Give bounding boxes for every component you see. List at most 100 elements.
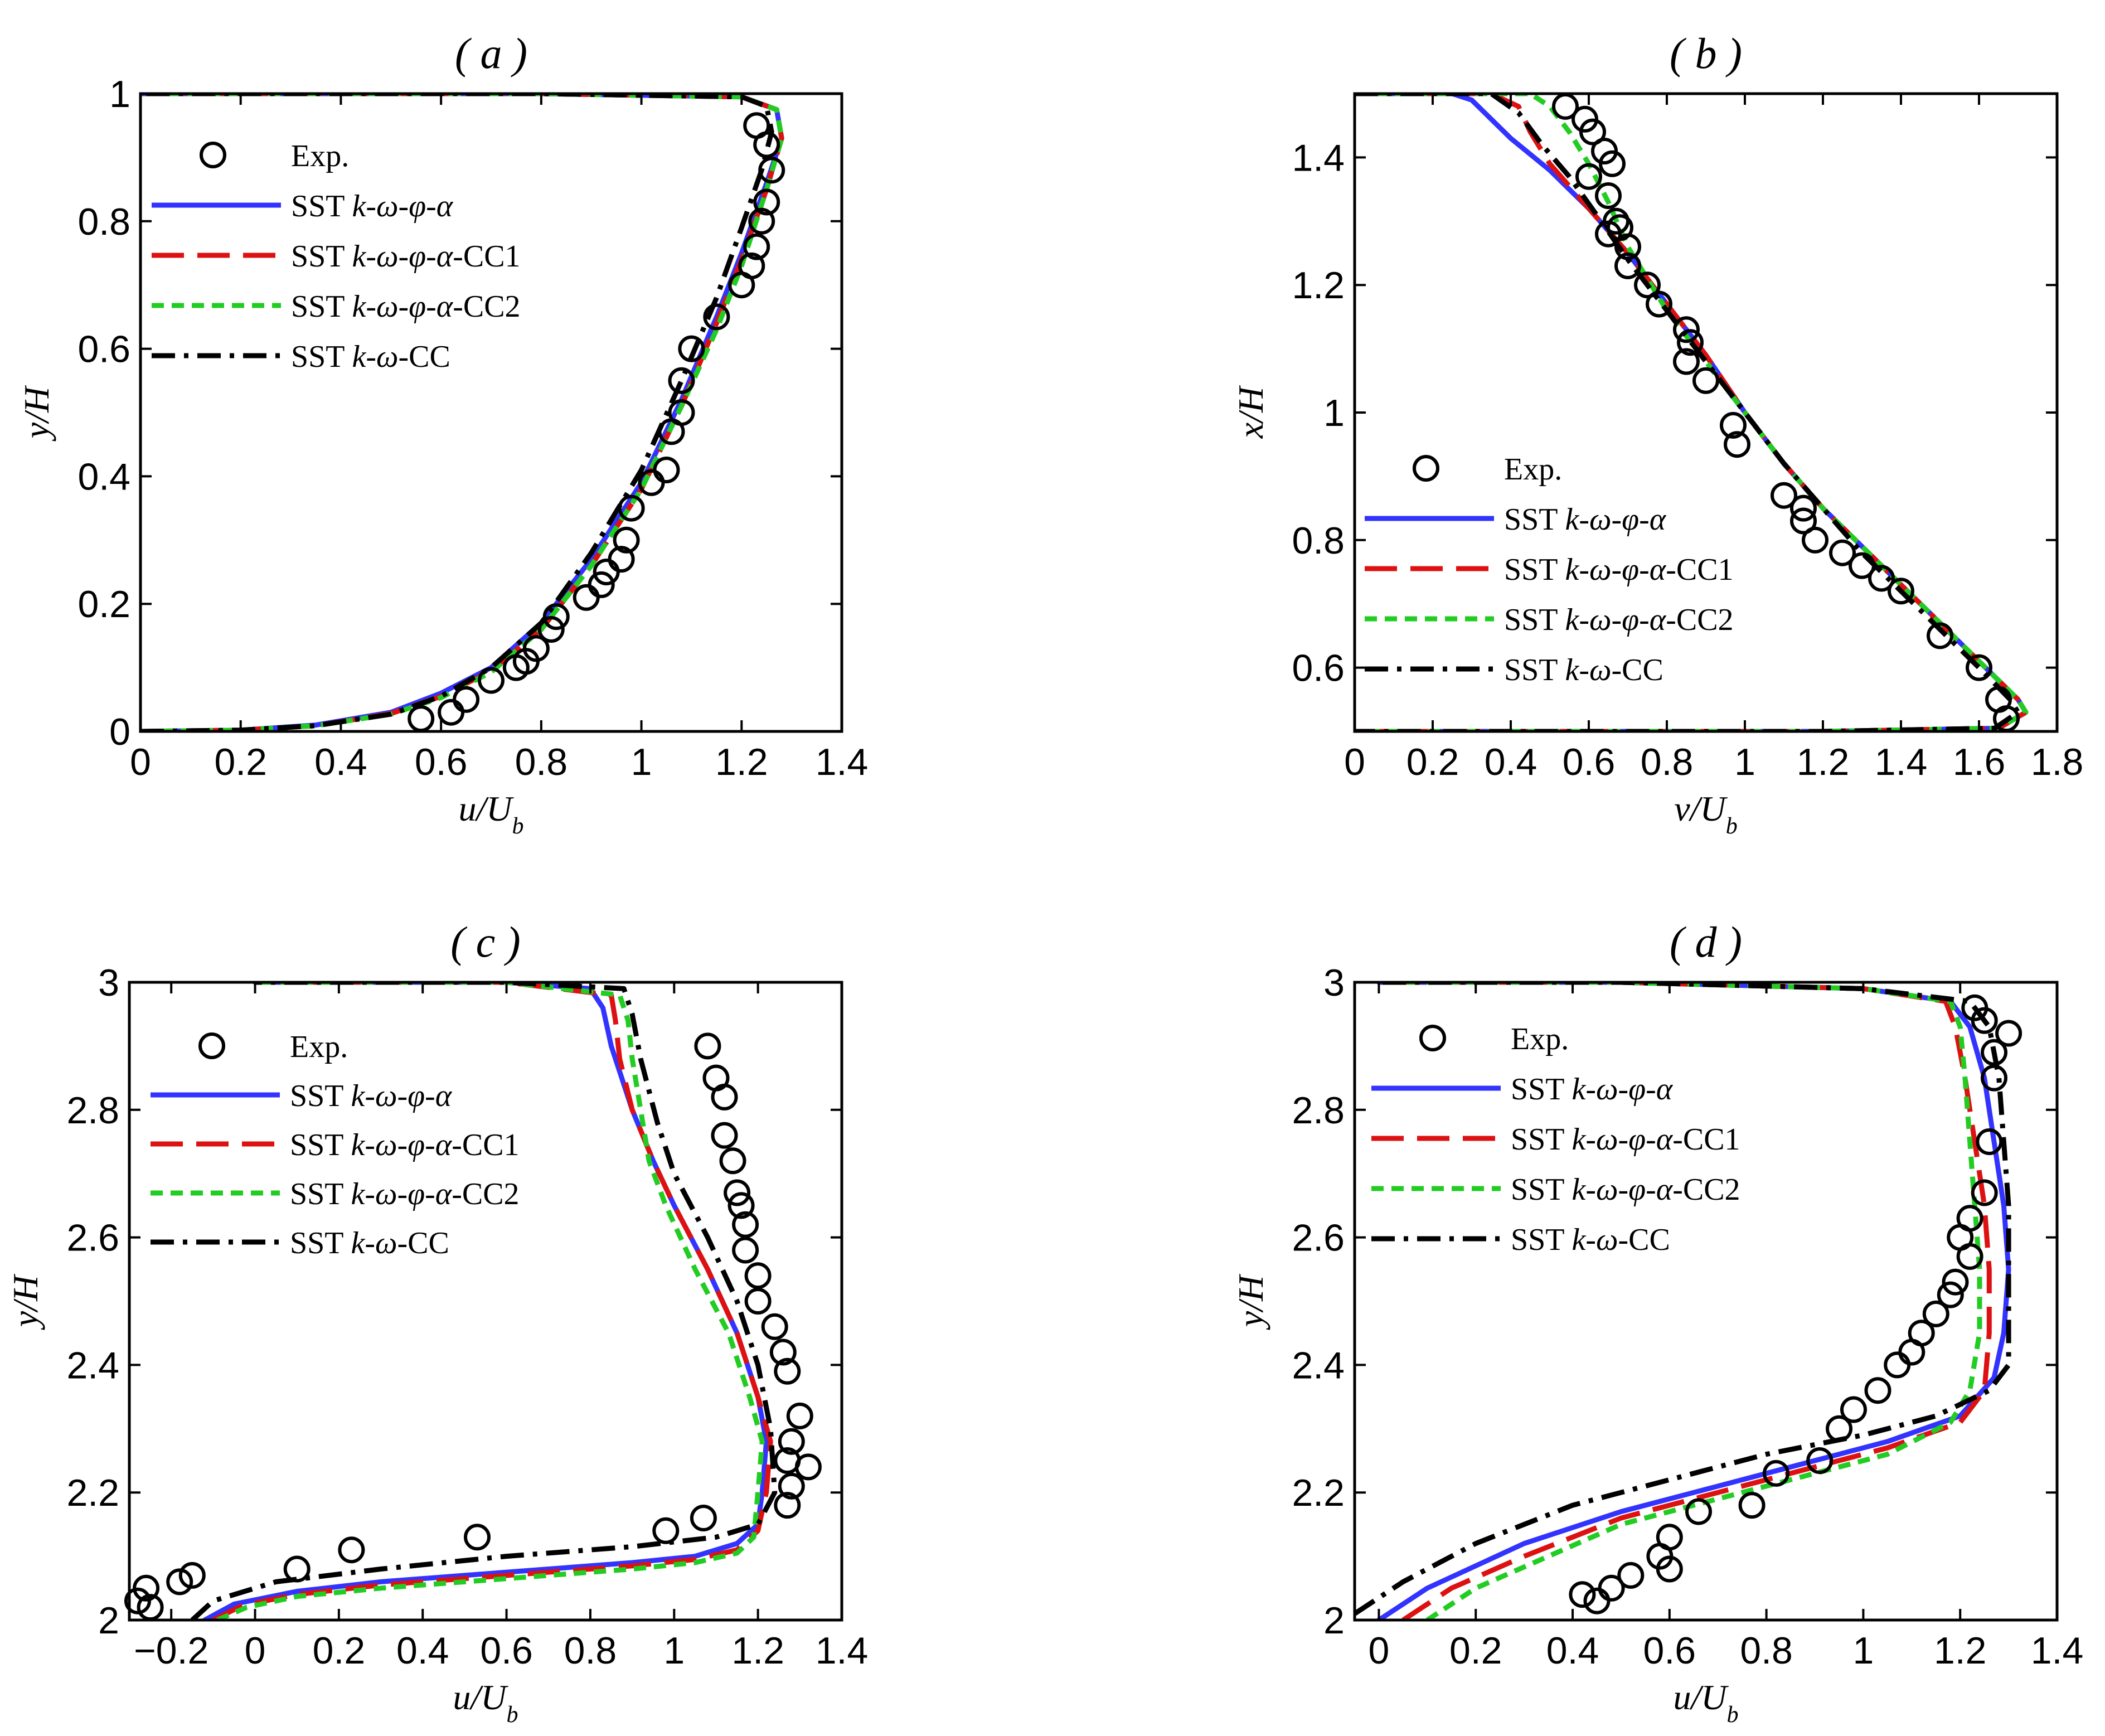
- exp-point: [1599, 150, 1626, 177]
- exp-point: [1673, 348, 1700, 375]
- series-line-cc1: [212, 982, 773, 1620]
- exp-point: [1927, 622, 1953, 649]
- legend-label: Exp.: [1504, 452, 1562, 487]
- exp-point: [1888, 578, 1914, 605]
- panel-title: ( c ): [450, 918, 521, 966]
- legend-label: Exp.: [1511, 1022, 1569, 1056]
- y-axis-label: y/H: [1231, 1273, 1270, 1330]
- exp-point: [744, 1262, 772, 1289]
- series-line-kwcc: [190, 982, 778, 1620]
- x-tick-label: 1.2: [715, 741, 768, 783]
- exp-point: [711, 1122, 738, 1149]
- legend-label: SST k-ω-φ-α-CC2: [290, 1177, 520, 1211]
- exp-point: [1849, 552, 1875, 579]
- legend: Exp. SST k-ω-φ-α SST k-ω-φ-α-CC1 SST k-ω-φ-…: [1365, 452, 1734, 687]
- exp-point: [738, 252, 765, 279]
- x-axis-label: u/Ub: [453, 1677, 518, 1728]
- x-tick-label: 1.6: [1953, 741, 2006, 783]
- legend-marker: [200, 142, 226, 168]
- y-tick-label: 1: [109, 73, 130, 115]
- exp-point: [694, 1032, 721, 1060]
- panel-d: ( d ) 0 0.2 0.4 0.6 0.8 1 1.2 1.4 2 2.2 2.4 2.6 2.8 3 u…: [1231, 918, 2083, 1728]
- panels-root: ( a ) 0 0.2 0.4 0.6 0.8 1 1.2 1.4 0 0.2 0.4 0.6 0.8 1 u…: [6, 29, 2083, 1728]
- exp-point: [1829, 539, 1856, 566]
- exp-point: [1922, 1300, 1949, 1327]
- x-tick-label: 0.2: [214, 741, 267, 783]
- exp-point: [653, 457, 680, 483]
- legend-item-cc2: SST k-ω-φ-α-CC2: [151, 1177, 520, 1211]
- series-group: [190, 982, 778, 1620]
- y-tick-label: 3: [98, 962, 119, 1004]
- exp-point: [1956, 1243, 1983, 1270]
- x-tick-label: 0.2: [1449, 1630, 1502, 1672]
- x-tick-label: 0.6: [1563, 741, 1616, 783]
- exp-point: [668, 367, 695, 394]
- legend-label: SST k-ω-φ-α: [291, 189, 454, 224]
- x-tick-label: −0.2: [134, 1630, 208, 1672]
- exp-point: [608, 546, 635, 573]
- x-tick-label: 1.4: [816, 1630, 869, 1672]
- exp-point: [618, 494, 645, 522]
- legend: Exp. SST k-ω-φ-α SST k-ω-φ-α-CC1 SST k-ω-φ-…: [1371, 1022, 1740, 1257]
- x-tick-label: 0: [1344, 741, 1365, 783]
- panel-c: ( c ) −0.2 0 0.2 0.4 0.6 0.8 1 1.2 1.4 2 2.2 2.4 2.6 2…: [6, 918, 868, 1728]
- legend: Exp. SST k-ω-φ-α SST k-ω-φ-α-CC1 SST k-ω-φ-…: [152, 139, 521, 374]
- exp-point: [748, 207, 775, 235]
- legend-item-exp: Exp.: [1413, 452, 1562, 487]
- y-axis-label: y/H: [17, 385, 56, 442]
- x-tick-label: 0: [245, 1630, 266, 1672]
- series-line-kwcc: [1355, 982, 2011, 1616]
- legend-label: SST k-ω-φ-α-CC2: [291, 289, 521, 324]
- exp-point: [464, 1524, 491, 1551]
- exp-point: [1995, 1020, 2022, 1047]
- x-tick-label: 0.4: [1485, 741, 1537, 783]
- exp-point: [1771, 482, 1797, 509]
- exp-point: [613, 526, 640, 554]
- x-tick-label: 0: [1369, 1630, 1390, 1672]
- exp-point: [1617, 1562, 1645, 1589]
- x-tick-label: 0.2: [313, 1630, 366, 1672]
- legend-label: SST k-ω-φ-α-CC1: [291, 239, 521, 274]
- series-line-kwpa: [140, 94, 784, 731]
- y-axis-label: x/H: [1231, 385, 1270, 439]
- x-tick-label: 1: [663, 1630, 685, 1672]
- exp-point: [1656, 1524, 1683, 1551]
- exp-point: [761, 1313, 788, 1340]
- x-tick-label: 0.8: [1641, 741, 1694, 783]
- legend: Exp. SST k-ω-φ-α SST k-ω-φ-α-CC1 SST k-ω-φ-…: [151, 1030, 520, 1260]
- legend-item-kwpa: SST k-ω-φ-α: [151, 1079, 453, 1113]
- legend-item-exp: Exp.: [1419, 1022, 1569, 1056]
- exp-point: [724, 1179, 751, 1206]
- exp-point: [1673, 316, 1700, 343]
- x-tick-label: 0.4: [1546, 1630, 1599, 1672]
- series-line-kwcc: [1355, 94, 2021, 731]
- y-tick-label: 2: [98, 1599, 119, 1642]
- y-tick-label: 0.8: [77, 201, 130, 243]
- exp-point: [1840, 1396, 1867, 1423]
- exp-point: [573, 584, 600, 611]
- exp-point: [537, 616, 565, 643]
- legend-label: Exp.: [291, 139, 349, 173]
- x-tick-label: 1: [631, 741, 652, 783]
- exp-point: [133, 1574, 160, 1602]
- exp-point: [1981, 1064, 2007, 1092]
- exp-point: [774, 1357, 801, 1385]
- exp-point: [1614, 233, 1641, 260]
- exp-point: [1595, 220, 1622, 248]
- exp-point: [478, 667, 505, 694]
- x-tick-label: 1.4: [2031, 1630, 2084, 1672]
- legend-label: SST k-ω-φ-α: [1504, 502, 1667, 537]
- plot-frame: [139, 92, 843, 733]
- exp-point: [588, 571, 615, 598]
- exp-point: [732, 1211, 759, 1238]
- x-tick-label: 0.6: [415, 741, 468, 783]
- exp-point: [1579, 118, 1606, 146]
- exp-point: [668, 399, 695, 426]
- x-tick-label: 1: [1734, 741, 1755, 783]
- y-axis-label: y/H: [6, 1273, 45, 1330]
- exp-point: [1937, 1281, 1964, 1308]
- series-group: [1355, 94, 2029, 731]
- exp-point: [1656, 1555, 1683, 1583]
- exp-point: [1942, 1268, 1969, 1296]
- legend-item-kwpa: SST k-ω-φ-α: [1371, 1072, 1674, 1107]
